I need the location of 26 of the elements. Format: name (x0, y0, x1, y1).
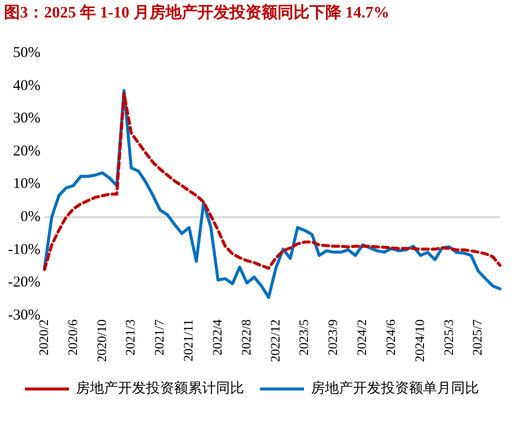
legend-label: 房地产开发投资额累计同比 (76, 380, 244, 397)
y-tick-label: 50% (12, 45, 40, 62)
x-tick-label: 2020/6 (64, 318, 80, 356)
y-tick-label: 20% (12, 143, 40, 160)
x-tick-label: 2020/10 (94, 319, 109, 362)
y-tick-label: -10% (8, 242, 40, 258)
x-tick-label: 2025/3 (440, 319, 456, 356)
x-tick-label: 2024/6 (382, 318, 398, 356)
x-tick-label: 2021/7 (152, 318, 167, 356)
x-tick-label: 2021/11 (180, 319, 196, 362)
x-tick-label: 2022/4 (209, 318, 224, 356)
legend-label: 房地产开发投资额单月同比 (311, 380, 479, 397)
x-tick-label: 2022/8 (238, 319, 254, 356)
x-tick-label: 2024/10 (412, 319, 427, 362)
x-tick-label: 2023/5 (296, 319, 312, 356)
x-tick-label: 2024/2 (354, 319, 370, 356)
y-tick-label: 30% (12, 110, 40, 127)
y-tick-label: 10% (12, 176, 40, 192)
x-tick-label: 2022/12 (267, 319, 282, 362)
x-tick-label: 2025/7 (470, 318, 485, 356)
x-tick-label: 2023/9 (325, 319, 340, 356)
y-tick-label: 0% (20, 209, 40, 226)
y-tick-label: -20% (8, 274, 40, 291)
chart-title: 图3：2025 年 1-10 月房地产开发投资额同比下降 14.7% (4, 2, 390, 22)
x-tick-label: 2021/3 (122, 319, 138, 356)
y-tick-label: 40% (12, 78, 40, 94)
